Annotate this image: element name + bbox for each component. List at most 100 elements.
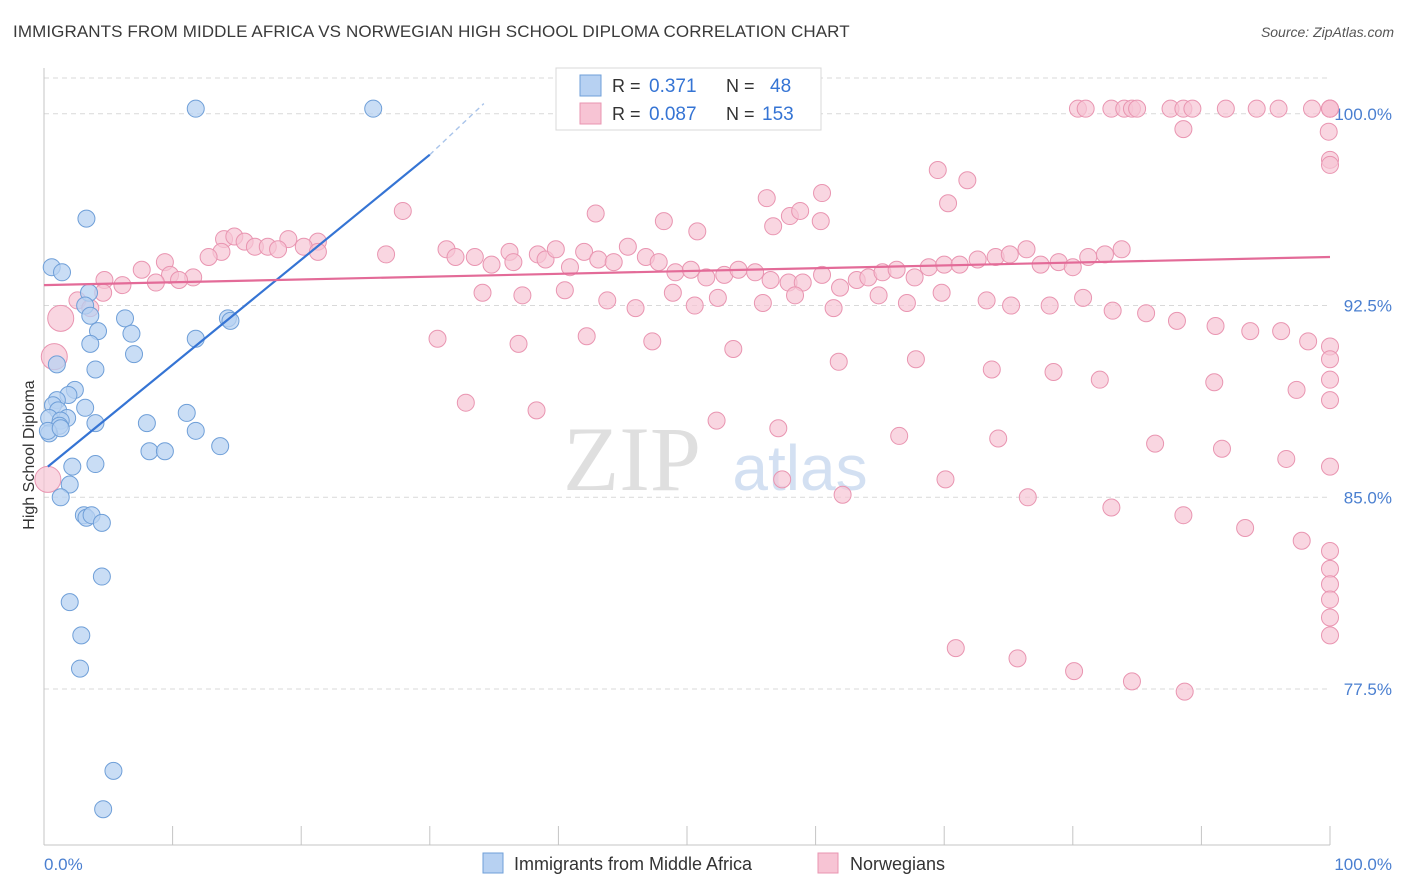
norwegians-point xyxy=(773,470,792,489)
norwegians-point xyxy=(132,260,151,279)
norwegians-point xyxy=(1236,518,1255,537)
norwegians-point xyxy=(1090,370,1109,389)
norwegians-point xyxy=(1321,391,1339,410)
norwegians-point xyxy=(1302,99,1321,118)
norwegians-point xyxy=(456,393,475,412)
norwegians-point xyxy=(1206,316,1225,335)
norwegians-point xyxy=(919,258,938,277)
norwegians-point xyxy=(1002,296,1021,315)
legend-swatch-blue xyxy=(579,74,602,97)
norwegians-point xyxy=(764,217,783,236)
series-legend: Immigrants from Middle Africa Norwegians xyxy=(482,852,945,874)
norwegians-point xyxy=(509,334,528,353)
norwegians-point xyxy=(1102,498,1121,517)
norwegians-point xyxy=(753,293,772,312)
norwegians-point xyxy=(1319,122,1338,141)
norwegians-point xyxy=(1044,363,1063,382)
norwegians-point xyxy=(831,278,850,297)
norwegians-point xyxy=(989,429,1008,448)
norwegians-point xyxy=(618,237,637,256)
norwegians-point xyxy=(1321,99,1339,118)
norwegians-point xyxy=(1122,672,1141,691)
middle-africa-trend-line xyxy=(47,153,431,468)
trend-lines xyxy=(43,103,1331,468)
norwegians-point xyxy=(654,212,673,231)
middle-africa-point xyxy=(81,334,100,353)
middle-africa-point xyxy=(81,306,100,325)
norwegians-point xyxy=(504,253,523,272)
norwegians-point xyxy=(1205,373,1224,392)
norwegians-point xyxy=(1212,439,1231,458)
norwegians-point xyxy=(932,283,951,302)
middle-africa-point xyxy=(53,263,72,282)
source-credit: Source: ZipAtlas.com xyxy=(1260,24,1394,40)
norwegians-point xyxy=(1074,288,1093,307)
norwegians-point xyxy=(708,288,727,307)
middle-africa-point xyxy=(86,414,105,433)
gridlines xyxy=(44,77,1330,690)
norwegians-point xyxy=(1017,240,1036,259)
watermark-zip: ZIP xyxy=(563,408,701,510)
norwegians-point xyxy=(1292,531,1311,550)
middle-africa-trend-extension xyxy=(429,103,485,156)
norwegians-point xyxy=(575,242,594,261)
norwegians-point xyxy=(887,260,906,279)
middle-africa-point xyxy=(86,455,105,474)
middle-africa-point xyxy=(122,324,141,343)
y-tick-label-1: 85.0% xyxy=(1344,488,1392,507)
norwegians-point xyxy=(906,350,925,369)
norwegians-point xyxy=(527,401,546,420)
norwegians-point xyxy=(1112,240,1131,259)
norwegians-point xyxy=(1167,311,1186,330)
norwegians-point xyxy=(769,419,788,438)
norwegians-point xyxy=(269,240,288,259)
norwegians-point xyxy=(833,485,852,504)
norwegians-point xyxy=(586,204,605,223)
middle-africa-point xyxy=(94,800,113,819)
norwegians-point xyxy=(546,240,565,259)
norwegians-point xyxy=(869,286,888,305)
norwegians-point xyxy=(643,332,662,351)
norwegians-point xyxy=(1321,626,1339,645)
norwegians-point xyxy=(1277,449,1296,468)
norwegians-point xyxy=(824,299,843,318)
norwegians-point xyxy=(1031,255,1050,274)
norwegians-point xyxy=(697,268,716,287)
legend-n-value-2: 153 xyxy=(762,104,794,125)
norwegians-point xyxy=(939,194,958,213)
norwegians-point xyxy=(473,283,492,302)
norwegians-point xyxy=(626,299,645,318)
norwegians-point xyxy=(707,411,726,430)
norwegians-point xyxy=(465,247,484,266)
norwegians-point xyxy=(482,255,501,274)
middle-africa-point xyxy=(137,414,156,433)
norwegians-point xyxy=(1040,296,1059,315)
norwegians-point xyxy=(890,426,909,445)
middle-africa-point xyxy=(177,403,196,422)
norwegians-point xyxy=(1137,304,1156,323)
norwegians-point xyxy=(1269,99,1288,118)
norwegians-point xyxy=(1175,682,1194,701)
norwegians-point xyxy=(1216,99,1235,118)
legend-n-label-1: N = xyxy=(726,76,755,96)
legend-r-value-1: 0.371 xyxy=(649,76,697,97)
legend-n-value-1: 48 xyxy=(770,76,791,97)
norwegians-point xyxy=(1065,662,1084,681)
norwegians-point xyxy=(897,293,916,312)
x-tick-label-max: 100.0% xyxy=(1334,855,1392,874)
norwegians-point xyxy=(663,283,682,302)
norwegians-point xyxy=(791,201,810,220)
middle-africa-point xyxy=(77,209,96,228)
norwegians-point xyxy=(1174,506,1193,525)
norwegians-point xyxy=(1321,575,1339,594)
chart-title: IMMIGRANTS FROM MIDDLE AFRICA VS NORWEGI… xyxy=(13,22,850,41)
norwegians-point xyxy=(1018,488,1037,507)
norwegians-trend-line xyxy=(43,255,1331,287)
legend-r-value-2: 0.087 xyxy=(649,104,697,125)
norwegians-point xyxy=(170,270,189,289)
middle-africa-point xyxy=(72,626,91,645)
norwegians-point xyxy=(1008,649,1027,668)
middle-africa-point xyxy=(221,311,240,330)
y-axis-label: High School Diploma xyxy=(21,380,38,530)
norwegians-point xyxy=(757,189,776,208)
